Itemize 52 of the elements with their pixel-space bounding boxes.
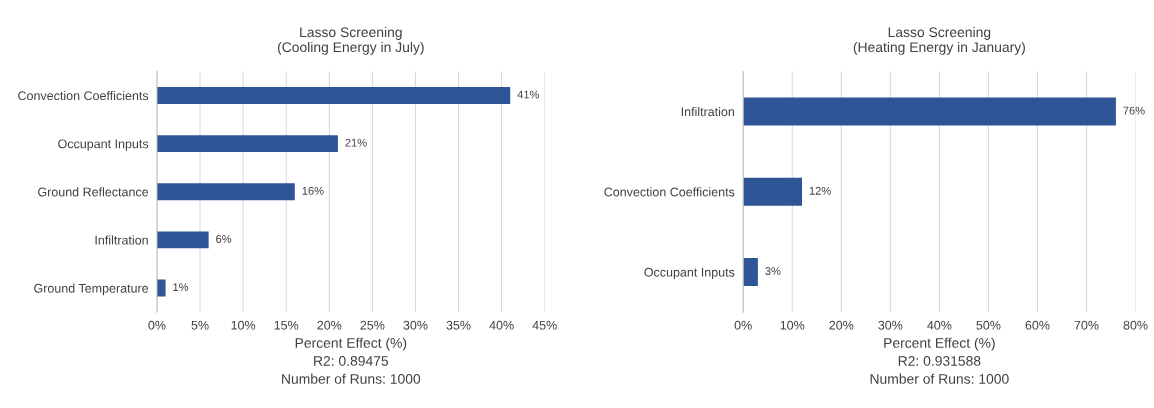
bar <box>743 177 803 206</box>
data-label: 6% <box>216 235 232 243</box>
x-tick-label: 15% <box>274 320 299 330</box>
chart-title: Lasso Screening <box>300 26 402 40</box>
text: Number of Runs: 1000 <box>282 373 421 384</box>
chart-subtitle: (Heating Energy in January) <box>853 41 1025 55</box>
x-tick-label: 30% <box>403 320 428 330</box>
data-label: 3% <box>765 267 781 275</box>
y-tick-label: Infiltration <box>95 235 148 245</box>
bar <box>743 257 758 287</box>
data-label: 16% <box>302 186 324 195</box>
y-tick-label: Infiltration <box>681 106 735 117</box>
chart-title: Lasso Screening <box>888 26 991 40</box>
bar <box>743 97 1116 126</box>
x-tick-label: 40% <box>927 320 952 330</box>
data-label: 41% <box>517 90 540 99</box>
data-label: 21% <box>345 138 367 147</box>
x-tick-label: 0% <box>734 320 752 330</box>
data-label: 12% <box>809 186 831 195</box>
x-tick-label: 50% <box>976 320 1001 330</box>
text: R2: 0.89475 <box>314 356 389 366</box>
x-tick-label: 35% <box>446 320 471 330</box>
x-tick-label: 5% <box>191 320 209 330</box>
bar <box>156 135 338 153</box>
bar <box>156 231 209 249</box>
x-tick-label: 80% <box>1123 320 1148 330</box>
x-tick-label: 20% <box>829 320 854 330</box>
y-tick-label: Convection Coefficients <box>18 90 149 101</box>
x-tick-label: 20% <box>317 320 342 330</box>
x-axis-title: Percent Effect (%) <box>295 337 407 351</box>
y-tick-label: Occupant Inputs <box>58 139 149 151</box>
y-tick-label: Convection Coefficients <box>604 187 735 197</box>
data-label: 76% <box>1123 106 1145 115</box>
bar <box>156 183 295 201</box>
x-tick-label: 30% <box>878 320 903 330</box>
x-tick-label: 25% <box>360 320 385 330</box>
bar <box>156 87 511 104</box>
x-tick-label: 70% <box>1074 320 1099 330</box>
y-tick-label: Occupant Inputs <box>644 267 735 280</box>
x-axis-title: Percent Effect (%) <box>884 337 995 351</box>
data-label: 1% <box>173 283 189 291</box>
x-tick-label: 10% <box>231 320 256 330</box>
x-tick-label: 45% <box>532 320 557 330</box>
text: Number of Runs: 1000 <box>870 373 1009 384</box>
y-tick-label: Ground Temperature <box>34 283 149 296</box>
x-tick-label: 60% <box>1025 320 1050 330</box>
chart-subtitle: (Cooling Energy in July) <box>277 41 424 55</box>
x-tick-label: 40% <box>489 320 514 330</box>
y-tick-label: Ground Reflectance <box>38 187 149 197</box>
text: R2: 0.931588 <box>898 356 981 366</box>
x-tick-label: 10% <box>780 320 805 330</box>
x-tick-label: 0% <box>148 320 166 330</box>
